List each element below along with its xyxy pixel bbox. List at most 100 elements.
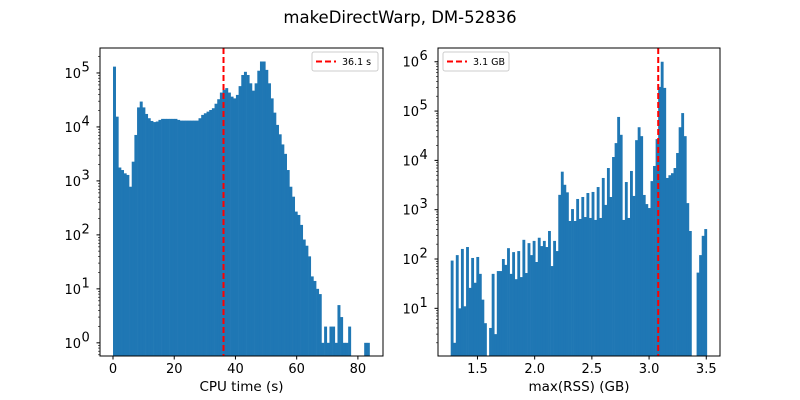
- histogram-bar: [476, 256, 480, 356]
- histogram-bar: [161, 118, 165, 357]
- histogram-bar: [655, 139, 659, 356]
- histogram-bar: [627, 217, 631, 356]
- histogram-bar: [251, 90, 255, 356]
- histogram-bar: [696, 272, 700, 356]
- histogram-bar: [563, 184, 567, 356]
- histogram-bar: [609, 196, 613, 356]
- histogram-bar: [635, 140, 638, 356]
- histogram-bar: [632, 195, 636, 356]
- histogram-bar: [558, 194, 562, 356]
- x-tick-label: 40: [227, 362, 244, 377]
- histogram-bar: [316, 288, 320, 356]
- x-tick-label: 3.5: [696, 362, 717, 377]
- histogram-bar: [169, 118, 173, 357]
- histogram-bar: [560, 171, 564, 356]
- histogram-bar: [198, 118, 202, 356]
- histogram-bar: [342, 342, 346, 356]
- histogram-bar: [489, 327, 492, 356]
- histogram-bar: [624, 182, 628, 356]
- histogram-bar: [612, 157, 615, 356]
- y-tick-label: 10: [64, 337, 81, 352]
- histogram-bar: [550, 266, 554, 356]
- histogram-bar: [504, 264, 508, 356]
- histogram-bar: [257, 70, 261, 356]
- histogram-bar: [545, 247, 549, 356]
- y-tick-exponent: 1: [82, 276, 90, 291]
- histogram-bar: [606, 168, 610, 356]
- histogram-bar: [281, 144, 285, 356]
- histogram-bar: [699, 255, 703, 356]
- figure-title: makeDirectWarp, DM-52836: [283, 8, 516, 27]
- histogram-bar: [466, 247, 469, 356]
- y-tick-exponent: 4: [82, 114, 90, 129]
- histogram-bar: [292, 196, 296, 356]
- y-tick-exponent: 2: [420, 247, 428, 262]
- y-tick-exponent: 3: [420, 197, 428, 212]
- histogram-bar: [129, 186, 133, 356]
- histogram-bar: [286, 170, 290, 356]
- axes-frame: [437, 47, 721, 357]
- histogram-bar: [540, 246, 544, 356]
- histogram-bar: [535, 261, 539, 356]
- histogram-bar: [637, 127, 641, 356]
- histogram-bar: [305, 245, 309, 356]
- histogram-bar: [678, 127, 682, 356]
- histogram-bar: [653, 165, 656, 356]
- histogram-bar: [614, 143, 618, 356]
- y-tick-exponent: 1: [420, 296, 428, 311]
- histogram-bar: [241, 74, 245, 356]
- histogram-bar: [565, 192, 569, 356]
- histogram-bar: [507, 248, 510, 356]
- histogram-bar: [294, 211, 298, 356]
- histogram-bar: [514, 279, 518, 356]
- histogram-bar: [348, 326, 352, 356]
- histogram-bar: [139, 101, 143, 356]
- histogram-bar: [522, 239, 526, 356]
- histogram-bar: [468, 287, 472, 356]
- histogram-bar: [262, 61, 266, 356]
- histogram-bar: [126, 174, 130, 356]
- x-axis-label: CPU time (s): [199, 379, 283, 395]
- histogram-bar: [225, 88, 229, 356]
- histogram-bar: [238, 86, 242, 357]
- histogram-bar: [211, 108, 215, 356]
- histogram-bar: [524, 273, 528, 356]
- histogram-bar: [155, 121, 159, 356]
- histogram-bar: [599, 217, 603, 356]
- histogram-bar: [227, 92, 231, 356]
- histogram-bar: [473, 282, 477, 356]
- histogram-bar: [187, 120, 191, 356]
- histogram-bar: [364, 342, 368, 356]
- histogram-bar: [302, 239, 306, 356]
- histogram-bar: [665, 177, 669, 356]
- histogram-bar: [458, 308, 462, 356]
- histogram-bar: [134, 134, 138, 356]
- histogram-bar: [686, 203, 690, 356]
- y-tick-label: 10: [402, 302, 419, 317]
- x-tick-label: 3.0: [639, 362, 660, 377]
- legend: 3.1 GB: [442, 51, 510, 72]
- histogram-bar: [158, 119, 162, 356]
- y-tick-exponent: 0: [82, 330, 90, 345]
- histogram-bar: [145, 113, 149, 356]
- histogram-bar: [185, 120, 189, 356]
- histogram-bar: [332, 326, 336, 356]
- histogram-bar: [642, 194, 646, 356]
- histogram-bar: [688, 230, 692, 356]
- y-tick-label: 10: [402, 253, 419, 268]
- histogram-bar: [195, 120, 199, 356]
- histogram-bar: [265, 69, 269, 357]
- y-tick-exponent: 4: [420, 148, 428, 163]
- y-tick-label: 10: [64, 121, 81, 136]
- histogram-bar: [329, 326, 333, 356]
- histogram-bar: [270, 98, 274, 356]
- histogram-bar: [276, 124, 279, 356]
- histogram-bar: [115, 116, 119, 356]
- x-axis-label: max(RSS) (GB): [528, 379, 629, 395]
- histogram-bar: [249, 83, 253, 356]
- histogram-bar: [542, 240, 546, 356]
- y-tick-label: 10: [402, 154, 419, 169]
